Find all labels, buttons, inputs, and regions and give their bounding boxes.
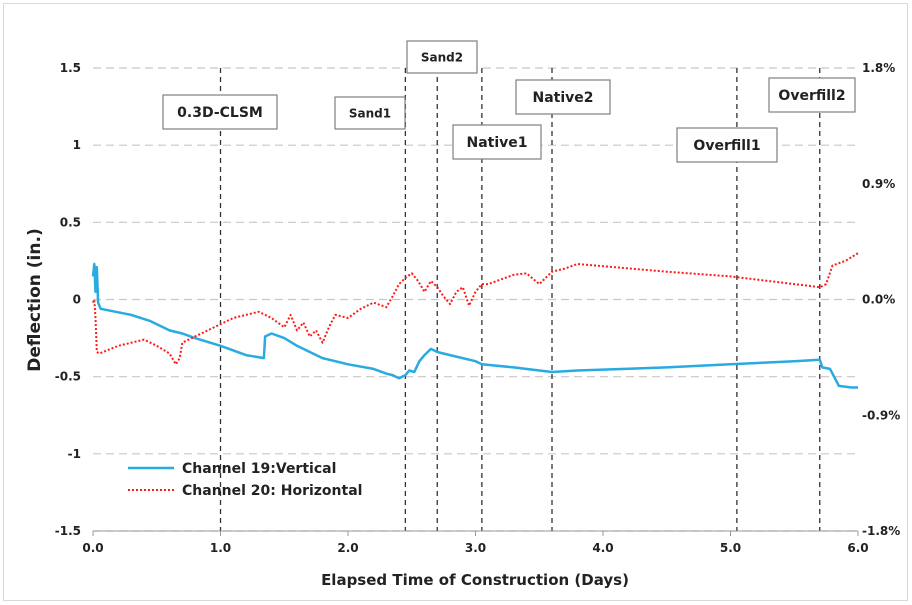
x-tick-label: 2.0 [337,541,358,555]
phase-label-box [162,94,278,130]
x-tick-label: 4.0 [592,541,613,555]
y-tick-label: -1.5 [55,524,81,538]
y-tick-label: -1 [68,447,81,461]
phase-label: 0.3D-CLSM [177,105,263,121]
phase-label: Overfill1 [693,138,760,154]
x-tick-label: 3.0 [465,541,486,555]
phase-label-box [676,127,778,163]
series-lines [91,252,859,389]
y2-tick-label: 0.9% [862,177,895,191]
x-tick-label: 0.0 [82,541,103,555]
phase-label-box [768,77,856,113]
y2-tick-label: -0.9% [862,408,900,422]
phase-label: Native1 [466,135,527,151]
x-tick-label: 5.0 [720,541,741,555]
phase-label-box [334,96,406,130]
y2-tick-label: 0.0% [862,293,895,307]
y2-tick-label: 1.8% [862,61,895,75]
series-line-vertical [91,262,858,389]
axes: 1.5 1 0.5 0 -0.5 -1 -1.5 1.8% 0.9% 0.0% -0.9% -1.8%… [55,61,901,555]
phase-label: Sand2 [421,50,463,64]
chart-frame [3,3,908,601]
y-tick-label: 0.5 [60,215,81,229]
phase-label-box [515,79,611,115]
y-tick-label: 0 [73,293,81,307]
x-tick-label: 1.0 [210,541,231,555]
legend-label: Channel 19:Vertical [182,461,336,477]
y2-tick-label: -1.8% [862,524,900,538]
x-tick-label: 6.0 [847,541,868,555]
phase-label-box [406,40,478,74]
y-tick-label: -0.5 [55,370,81,384]
y-tick-label: 1 [73,138,81,152]
phase-label-box [452,124,542,160]
x-axis-title: Elapsed Time of Construction (Days) [321,571,629,589]
y-tick-label: 1.5 [60,61,81,75]
phase-markers: 0.3D-CLSM Sand1 Sand2 Native1 Native2 Overfil… [162,40,856,531]
phase-label: Native2 [532,90,593,106]
legend-label: Channel 20: Horizontal [182,483,362,499]
series-line-horizontal [92,252,859,366]
legend: Channel 19:Vertical Channel 20: Horizonta… [128,461,362,499]
phase-label: Overfill2 [778,88,845,104]
phase-label: Sand1 [349,106,391,120]
y-axis-title: Deflection (in.) [25,228,45,371]
